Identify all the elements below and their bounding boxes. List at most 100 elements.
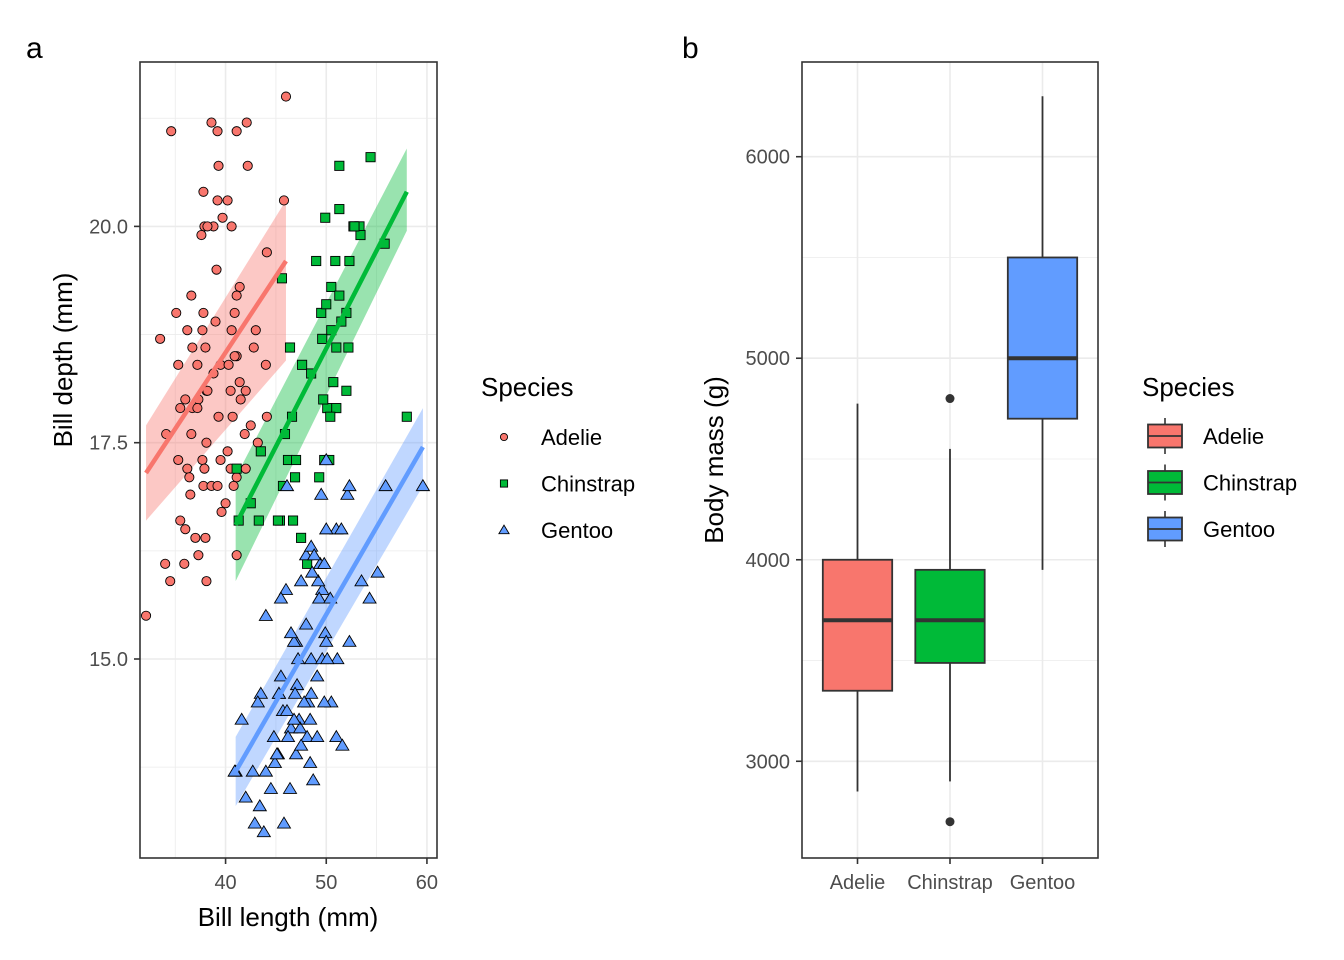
data-point-adelie (198, 186, 209, 197)
data-point-adelie (231, 126, 242, 137)
data-point-chinstrap (330, 255, 341, 267)
y-tick-label-b: 5000 (746, 348, 791, 370)
data-point-chinstrap (328, 377, 339, 388)
data-point-chinstrap (302, 558, 313, 569)
data-point-gentoo (335, 738, 350, 751)
data-point-gentoo (354, 574, 369, 587)
data-point-adelie (182, 325, 193, 336)
data-point-chinstrap (272, 515, 283, 526)
y-tick-label-b: 3000 (746, 751, 791, 773)
data-point-adelie (180, 394, 191, 405)
data-point-chinstrap (289, 472, 301, 483)
data-point-gentoo (287, 686, 303, 699)
legend-a-key-gentoo (498, 524, 510, 535)
data-point-adelie (186, 290, 197, 301)
data-point-gentoo (293, 738, 309, 751)
legend-b-key-adelie (1147, 418, 1183, 454)
data-point-adelie (179, 558, 190, 569)
data-point-gentoo (298, 617, 314, 630)
legend-b-key-gentoo (1147, 511, 1183, 547)
data-point-gentoo (250, 695, 266, 708)
data-point-adelie (248, 342, 259, 353)
data-point-adelie (184, 472, 195, 483)
data-point-adelie (228, 480, 239, 492)
legend-b-label-adelie: Adelie (1203, 424, 1264, 449)
data-point-chinstrap (276, 273, 288, 284)
data-point-adelie (231, 550, 242, 561)
data-point-adelie (242, 160, 253, 171)
data-point-adelie (173, 359, 184, 370)
data-point-chinstrap (334, 160, 345, 171)
data-point-gentoo (283, 721, 299, 734)
data-point-chinstrap (365, 152, 376, 163)
data-point-gentoo (311, 591, 327, 604)
data-point-adelie (226, 325, 237, 336)
data-point-adelie (175, 403, 186, 414)
data-point-adelie (186, 428, 197, 440)
data-point-adelie (234, 281, 245, 293)
panel-b-ticks: 3000 4000 5000 6000 Adelie Chinstrap Gentoo (746, 147, 1076, 894)
data-point-chinstrap (311, 255, 322, 267)
data-point-gentoo (258, 608, 274, 621)
y-axis-title-b: Body mass (g) (699, 376, 729, 544)
data-point-gentoo (330, 651, 345, 665)
data-point-gentoo (378, 478, 393, 492)
data-point-adelie (155, 333, 166, 344)
data-point-adelie (234, 377, 245, 388)
data-point-adelie (260, 359, 271, 370)
data-point-gentoo (313, 487, 329, 500)
data-point-chinstrap (317, 333, 328, 344)
data-point-gentoo (283, 625, 299, 639)
data-point-adelie (211, 264, 222, 275)
data-point-chinstrap (349, 221, 360, 232)
data-point-adelie (200, 342, 211, 353)
data-point-gentoo (305, 773, 321, 786)
data-point-adelie (280, 91, 292, 102)
data-point-gentoo (279, 703, 295, 717)
confidence-band-chinstrap (235, 148, 407, 582)
data-point-gentoo (293, 574, 309, 587)
data-point-gentoo (279, 478, 295, 492)
data-point-gentoo (302, 712, 318, 725)
data-point-gentoo (299, 729, 315, 742)
data-point-gentoo (314, 582, 330, 595)
y-tick-label-a: 17.5 (89, 433, 128, 455)
legend-a-label-chinstrap: Chinstrap (541, 472, 635, 497)
fit-line-gentoo (233, 445, 425, 773)
data-point-gentoo (234, 712, 250, 725)
x-tick-label-b: Adelie (830, 872, 886, 894)
data-point-chinstrap (318, 394, 329, 405)
data-point-gentoo (288, 747, 304, 760)
data-point-chinstrap (255, 446, 266, 457)
data-point-gentoo (310, 574, 326, 587)
data-point-chinstrap (355, 229, 366, 241)
y-tick-label-a: 15.0 (89, 649, 128, 671)
data-point-adelie (192, 359, 203, 370)
confidence-band-adelie (146, 200, 286, 521)
data-point-chinstrap (334, 204, 345, 215)
x-tick-label-a: 50 (315, 872, 337, 894)
data-point-adelie (175, 515, 186, 526)
data-point-gentoo (306, 548, 322, 561)
data-point-adelie (222, 195, 233, 206)
data-point-adelie (185, 489, 196, 500)
data-point-chinstrap (321, 299, 332, 310)
data-point-adelie (229, 307, 240, 318)
x-tick-label-a: 60 (416, 872, 438, 894)
legend-b-label-chinstrap: Chinstrap (1203, 471, 1297, 496)
panel-tag-b: b (682, 32, 699, 65)
data-point-adelie (165, 576, 176, 587)
outlier-point-chinstrap (945, 394, 955, 404)
y-axis-title-a: Bill depth (mm) (48, 273, 78, 448)
y-tick-label-b: 6000 (746, 147, 791, 169)
data-point-adelie (278, 195, 290, 206)
data-point-gentoo (286, 634, 302, 647)
data-point-gentoo (318, 452, 334, 466)
data-point-gentoo (340, 487, 355, 500)
data-point-chinstrap (287, 515, 299, 526)
data-point-chinstrap (322, 403, 333, 414)
data-point-adelie (216, 506, 227, 517)
data-point-chinstrap (334, 290, 345, 301)
data-point-adelie (231, 472, 242, 483)
data-point-gentoo (245, 764, 261, 777)
